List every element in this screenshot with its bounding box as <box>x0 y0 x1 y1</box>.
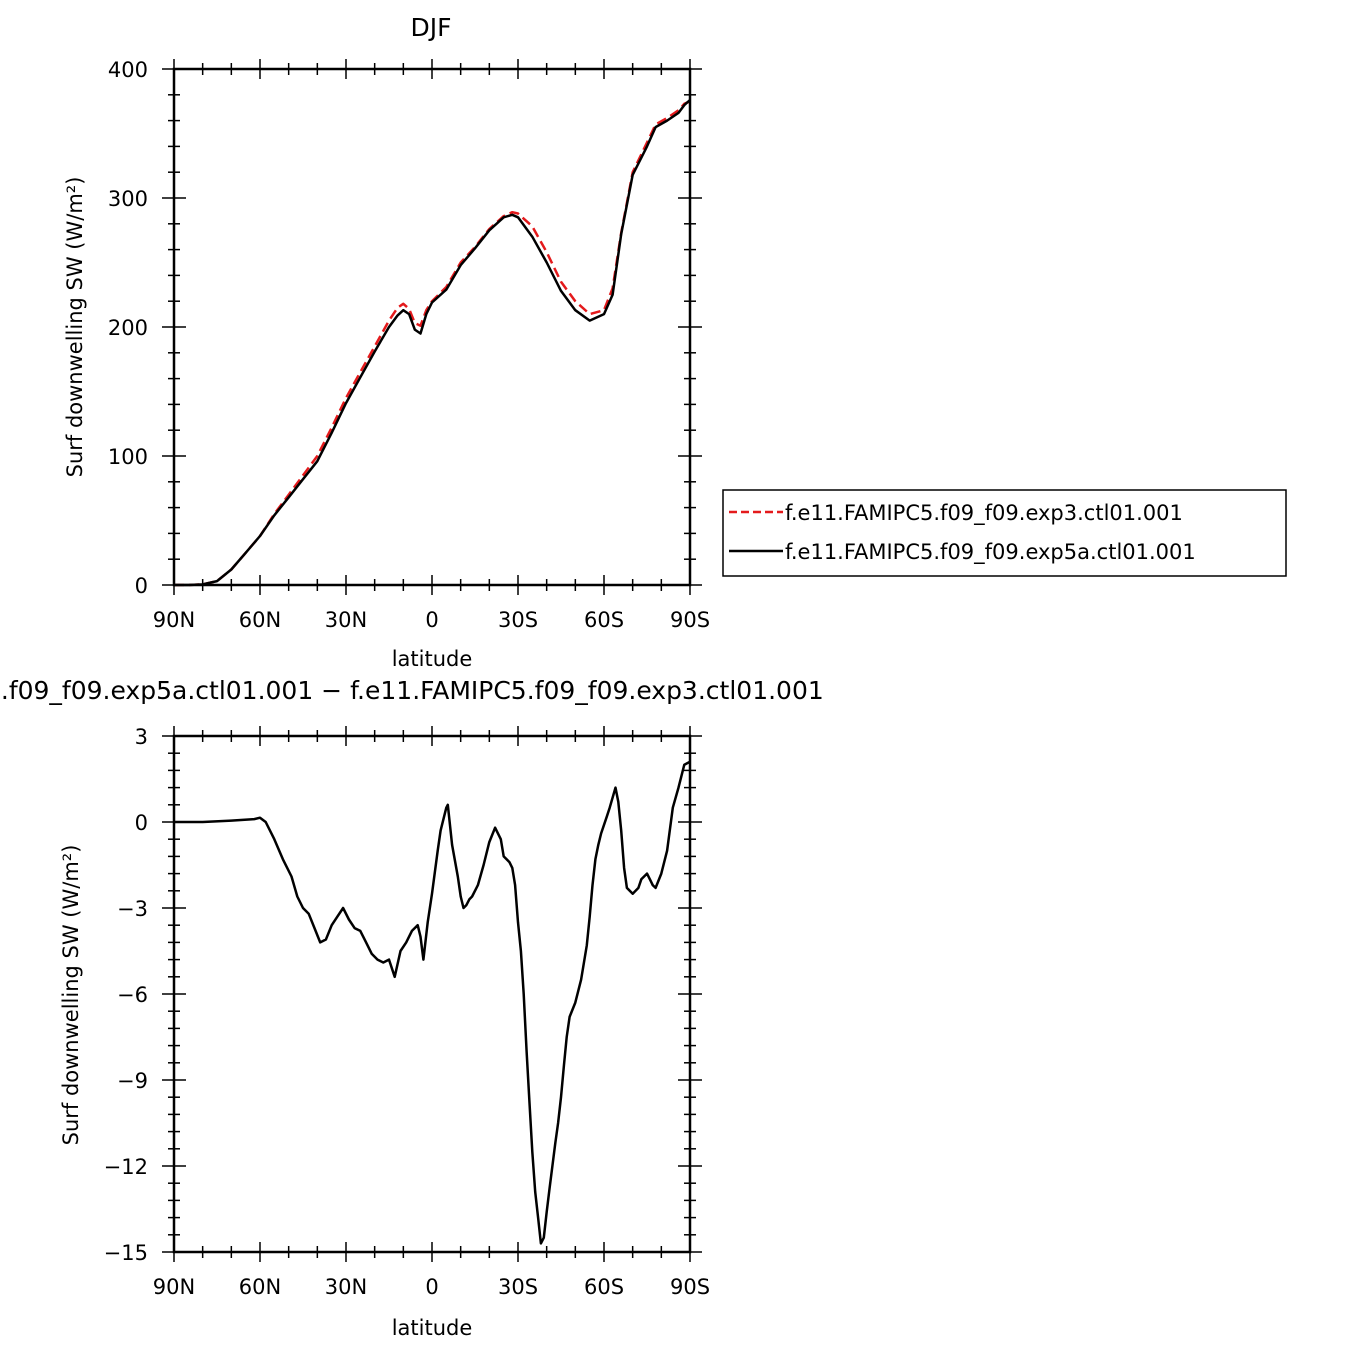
bottom-chart-series-line-0 <box>174 760 691 1245</box>
bottom-chart-ytick-label: −3 <box>117 897 148 921</box>
top-chart-ytick-label: 100 <box>108 445 148 469</box>
bottom-chart-ytick-label: −12 <box>104 1155 148 1179</box>
bottom-chart-xtick-label: 30N <box>325 1275 367 1299</box>
top-chart-ytick-label: 0 <box>135 574 148 598</box>
top-chart-xtick-label: 90N <box>153 608 195 632</box>
top-chart-ylabel: Surf downwelling SW (W/m²) <box>63 177 87 478</box>
top-chart-ytick-label: 400 <box>108 58 148 82</box>
top-chart-ytick-label: 300 <box>108 187 148 211</box>
bottom-chart-xtick-label: 0 <box>425 1275 438 1299</box>
top-chart-xtick-label: 30S <box>498 608 538 632</box>
bottom-chart-xlabel: latitude <box>392 1316 473 1340</box>
bottom-chart-ylabel: Surf downwelling SW (W/m²) <box>59 845 83 1146</box>
top-chart-xtick-label: 60N <box>239 608 281 632</box>
top-chart-xtick-label: 60S <box>584 608 624 632</box>
top-chart-series-line-1 <box>174 99 691 587</box>
bottom-chart-ytick-label: 0 <box>135 811 148 835</box>
legend-label-exp5a: f.e11.FAMIPC5.f09_f09.exp5a.ctl01.001 <box>785 540 1196 565</box>
legend: f.e11.FAMIPC5.f09_f09.exp3.ctl01.001 f.e… <box>722 489 1287 577</box>
bottom-chart-title: f.e11.FAMIPC5.f09_f09.exp5a.ctl01.001 − … <box>0 676 824 705</box>
top-line-chart: DJF 90N 60N 30N 0 30S 60S 90S 0 100 200 300 400 lat… <box>63 13 710 671</box>
bottom-chart-ticks: 90N 60N 30N 0 30S 60S 90S −15 −12 −9 −6 −3 0 3 <box>104 725 710 1299</box>
top-chart-ticks: 90N 60N 30N 0 30S 60S 90S 0 100 200 300 400 <box>108 58 710 632</box>
bottom-chart-xtick-label: 90N <box>153 1275 195 1299</box>
bottom-chart-xtick-label: 60N <box>239 1275 281 1299</box>
bottom-chart-frame <box>172 734 692 1254</box>
bottom-chart-xtick-label: 60S <box>584 1275 624 1299</box>
top-chart-series-group <box>174 99 691 587</box>
top-chart-title: DJF <box>410 13 451 42</box>
legend-label-exp3: f.e11.FAMIPC5.f09_f09.exp3.ctl01.001 <box>785 501 1183 526</box>
legend-box <box>722 489 1287 577</box>
top-chart-series-line-0 <box>174 100 691 587</box>
bottom-chart-xtick-label: 90S <box>670 1275 710 1299</box>
top-chart-ytick-label: 200 <box>108 316 148 340</box>
bottom-chart-xtick-label: 30S <box>498 1275 538 1299</box>
top-chart-xtick-label: 30N <box>325 608 367 632</box>
top-chart-xtick-label: 90S <box>670 608 710 632</box>
bottom-chart-ytick-label: 3 <box>135 725 148 749</box>
top-chart-xtick-label: 0 <box>425 608 438 632</box>
bottom-line-chart: f.e11.FAMIPC5.f09_f09.exp5a.ctl01.001 − … <box>0 676 824 1340</box>
bottom-chart-ytick-label: −9 <box>117 1069 148 1093</box>
bottom-chart-ytick-label: −6 <box>117 983 148 1007</box>
bottom-chart-ytick-label: −15 <box>104 1241 148 1265</box>
bottom-chart-series-group <box>174 760 691 1245</box>
top-chart-frame <box>172 67 692 587</box>
top-chart-xlabel: latitude <box>392 647 473 671</box>
